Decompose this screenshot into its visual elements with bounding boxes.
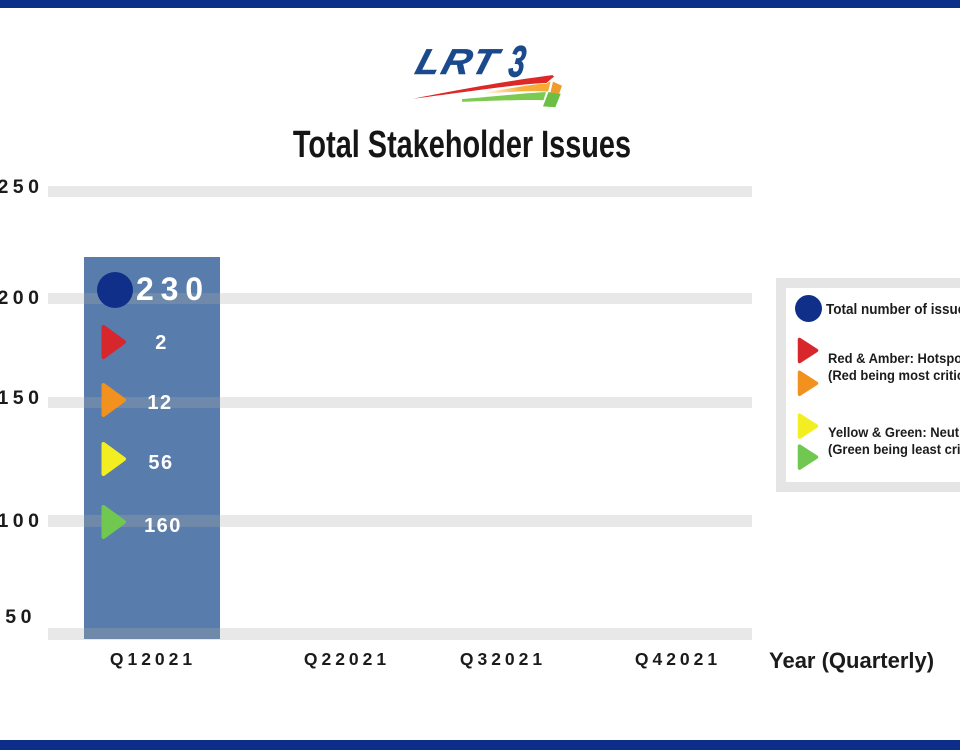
svg-text:3: 3 bbox=[506, 40, 528, 86]
svg-text:LRT: LRT bbox=[411, 42, 506, 82]
